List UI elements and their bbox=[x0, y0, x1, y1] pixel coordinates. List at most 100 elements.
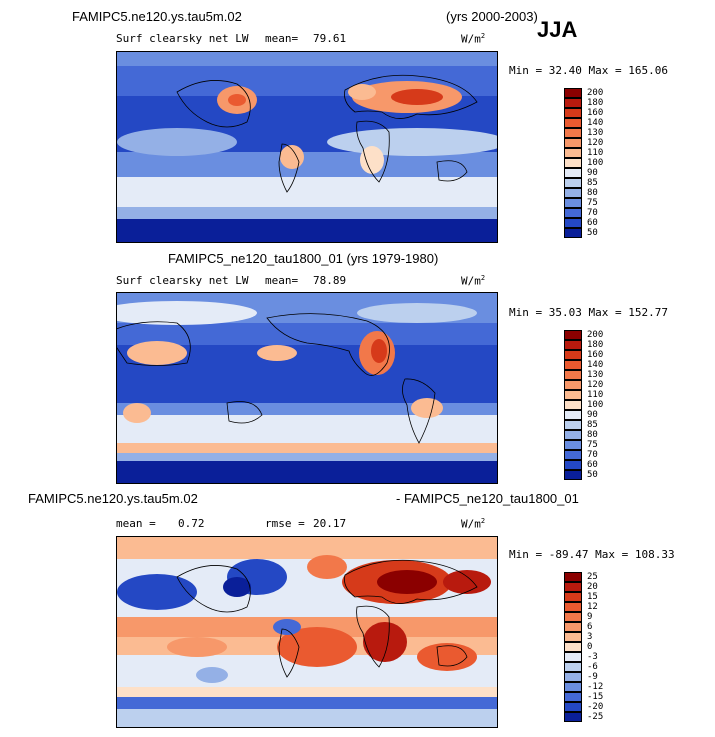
colorbar-label: -12 bbox=[587, 682, 604, 692]
panel3-title-right: - FAMIPC5_ne120_tau1800_01 bbox=[396, 491, 579, 506]
panel3-title-left: FAMIPC5.ne120.ys.tau5m.02 bbox=[28, 491, 198, 506]
colorbar-swatch bbox=[564, 178, 582, 188]
colorbar-label: 180 bbox=[587, 98, 604, 108]
colorbar-swatch bbox=[564, 460, 582, 470]
colorbar-swatch bbox=[564, 582, 582, 592]
panel1-mean-value: 79.61 bbox=[313, 32, 347, 45]
panel1-subtitle: Surf clearsky net LW bbox=[116, 32, 249, 45]
colorbar-swatch bbox=[564, 712, 582, 722]
panel3-units: W/m2 bbox=[461, 517, 486, 531]
panel2-map bbox=[116, 292, 498, 484]
colorbar-swatch bbox=[564, 108, 582, 118]
panel3-minmax: Min = -89.47 Max = 108.33 bbox=[509, 548, 675, 561]
panel3-map-field bbox=[117, 537, 497, 727]
colorbar-swatch bbox=[564, 662, 582, 672]
colorbar-swatch bbox=[564, 420, 582, 430]
colorbar-swatch bbox=[564, 572, 582, 582]
colorbar-swatch bbox=[564, 602, 582, 612]
colorbar-label: 200 bbox=[587, 330, 604, 340]
colorbar-label: 15 bbox=[587, 592, 598, 602]
colorbar-label: 0 bbox=[587, 642, 593, 652]
colorbar-label: 130 bbox=[587, 370, 604, 380]
colorbar-label: 90 bbox=[587, 168, 598, 178]
colorbar-swatch bbox=[564, 612, 582, 622]
top-years: (yrs 2000-2003) bbox=[446, 9, 538, 24]
panel3-mean-label: mean = bbox=[116, 517, 156, 530]
colorbar-swatch bbox=[564, 652, 582, 662]
colorbar-label: 12 bbox=[587, 602, 598, 612]
panel2-colorbar: 200 180 160 140 130 120 110 100 90 85 80 75 70 60 50 bbox=[564, 330, 644, 482]
colorbar-label: 160 bbox=[587, 350, 604, 360]
colorbar-label: 130 bbox=[587, 128, 604, 138]
colorbar-swatch bbox=[564, 218, 582, 228]
colorbar-label: 200 bbox=[587, 88, 604, 98]
colorbar-swatch bbox=[564, 470, 582, 480]
colorbar-swatch bbox=[564, 188, 582, 198]
colorbar-label: 120 bbox=[587, 380, 604, 390]
colorbar-swatch bbox=[564, 228, 582, 238]
colorbar-label: 60 bbox=[587, 460, 598, 470]
colorbar-label: 85 bbox=[587, 178, 598, 188]
colorbar-label: 120 bbox=[587, 138, 604, 148]
colorbar-label: 75 bbox=[587, 198, 598, 208]
panel3-rmse-value: 20.17 bbox=[313, 517, 347, 530]
colorbar-swatch bbox=[564, 440, 582, 450]
colorbar-swatch bbox=[564, 118, 582, 128]
panel2-units: W/m2 bbox=[461, 274, 486, 288]
colorbar-swatch bbox=[564, 88, 582, 98]
colorbar-swatch bbox=[564, 450, 582, 460]
colorbar-label: 3 bbox=[587, 632, 593, 642]
colorbar-label: 180 bbox=[587, 340, 604, 350]
panel1-units: W/m2 bbox=[461, 32, 486, 46]
colorbar-label: 110 bbox=[587, 390, 604, 400]
colorbar-label: 6 bbox=[587, 622, 593, 632]
colorbar-label: 70 bbox=[587, 208, 598, 218]
colorbar-swatch bbox=[564, 208, 582, 218]
colorbar-label: -15 bbox=[587, 692, 604, 702]
colorbar-swatch bbox=[564, 632, 582, 642]
colorbar-label: 20 bbox=[587, 582, 598, 592]
panel2-mean-label: mean= bbox=[265, 274, 299, 287]
colorbar-label: 110 bbox=[587, 148, 604, 158]
colorbar-label: 85 bbox=[587, 420, 598, 430]
panel3-map bbox=[116, 536, 498, 728]
colorbar-label: 90 bbox=[587, 410, 598, 420]
colorbar-swatch bbox=[564, 702, 582, 712]
colorbar-label: 60 bbox=[587, 218, 598, 228]
colorbar-swatch bbox=[564, 350, 582, 360]
colorbar-swatch bbox=[564, 672, 582, 682]
colorbar-swatch bbox=[564, 360, 582, 370]
panel2-map-field bbox=[117, 293, 497, 483]
panel2-subtitle: Surf clearsky net LW bbox=[116, 274, 249, 287]
colorbar-label: 140 bbox=[587, 118, 604, 128]
colorbar-label: -6 bbox=[587, 662, 598, 672]
panel1-mean-label: mean= bbox=[265, 32, 299, 45]
panel3-rmse-label: rmse = bbox=[265, 517, 305, 530]
colorbar-label: 75 bbox=[587, 440, 598, 450]
colorbar-swatch bbox=[564, 148, 582, 158]
colorbar-swatch bbox=[564, 168, 582, 178]
colorbar-label: 100 bbox=[587, 158, 604, 168]
colorbar-swatch bbox=[564, 138, 582, 148]
colorbar-swatch bbox=[564, 128, 582, 138]
panel3-colorbar: 25 20 15 12 9 6 3 0 -3 -6 -9 -12 -15 -20 -25 bbox=[564, 572, 644, 724]
panel1-minmax: Min = 32.40 Max = 165.06 bbox=[509, 64, 668, 77]
panel2-minmax: Min = 35.03 Max = 152.77 bbox=[509, 306, 668, 319]
colorbar-label: 80 bbox=[587, 430, 598, 440]
colorbar-label: 9 bbox=[587, 612, 593, 622]
colorbar-label: 50 bbox=[587, 470, 598, 480]
colorbar-label: 160 bbox=[587, 108, 604, 118]
colorbar-label: 70 bbox=[587, 450, 598, 460]
colorbar-swatch bbox=[564, 98, 582, 108]
colorbar-label: 50 bbox=[587, 228, 598, 238]
colorbar-label: 100 bbox=[587, 400, 604, 410]
colorbar-swatch bbox=[564, 410, 582, 420]
panel1-map-field bbox=[117, 52, 497, 242]
colorbar-swatch bbox=[564, 430, 582, 440]
top-title: FAMIPC5.ne120.ys.tau5m.02 bbox=[72, 9, 242, 24]
colorbar-swatch bbox=[564, 158, 582, 168]
panel2-mean-value: 78.89 bbox=[313, 274, 347, 287]
colorbar-swatch bbox=[564, 370, 582, 380]
colorbar-label: -25 bbox=[587, 712, 604, 722]
panel1-map bbox=[116, 51, 498, 243]
